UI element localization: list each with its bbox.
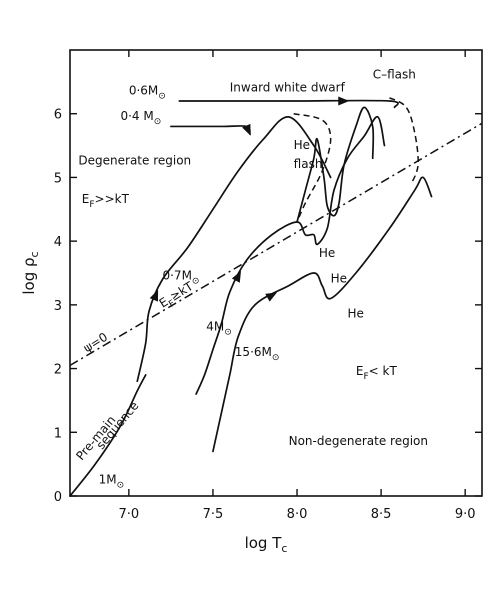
label-4msun: 4M⊙ — [206, 319, 232, 337]
x-tick-label: 9·0 — [455, 507, 476, 522]
y-tick-label: 5 — [54, 171, 62, 186]
track-1msun — [69, 374, 147, 497]
label-15-6msun: 15·6M⊙ — [235, 345, 280, 363]
y-tick-label: 3 — [54, 299, 62, 314]
label-he-flash-1: He — [294, 138, 310, 152]
label-ef-lt-kt: EF< kT — [356, 364, 398, 382]
plot-border — [69, 49, 483, 497]
y-tick-label: 1 — [54, 426, 62, 441]
track-0-4msun — [170, 125, 251, 135]
label-c-flash: C–flash — [373, 68, 416, 82]
x-tick-label: 7·5 — [203, 507, 224, 522]
label-inward-white-dwarf: Inward white dwarf — [230, 80, 346, 94]
evolution-tracks — [69, 96, 483, 497]
y-tick-label: 2 — [54, 363, 62, 378]
label-degenerate-region: Degenerate region — [78, 154, 191, 168]
plot-frame — [69, 49, 483, 497]
x-tick-label: 7·0 — [119, 507, 140, 522]
x-tick-label: 8·0 — [287, 507, 308, 522]
label-psi-0: ψ=0 — [81, 330, 110, 355]
track-0-6msun-arrow — [338, 96, 350, 106]
label-0-4msun: 0·4 M⊙ — [120, 109, 161, 127]
track-15-6msun — [212, 176, 433, 453]
label-0-6msun: 0·6M⊙ — [129, 84, 166, 102]
he-flash-dashed — [293, 112, 332, 223]
track-upper-he — [296, 106, 375, 223]
track-4msun — [195, 116, 386, 395]
label-0-7msun: 0·7M⊙ — [162, 268, 199, 286]
axes: 7·0 7·5 8·0 8·5 9·0 0 1 2 3 4 5 6 log Tc log ρc — [20, 50, 482, 555]
label-he-a: He — [319, 246, 335, 260]
label-1msun: 1M⊙ — [99, 472, 125, 490]
track-0-7msun-arrow — [149, 289, 159, 302]
label-ef-gg-kt: EF>>kT — [82, 192, 130, 210]
label-he-b: He — [331, 272, 347, 286]
track-0-4msun-arrow — [242, 123, 251, 136]
c-flash-dashed — [389, 97, 419, 185]
label-he-flash-2: flash — [294, 157, 323, 171]
y-tick-label: 6 — [54, 108, 62, 123]
x-tick-label: 8·5 — [371, 507, 392, 522]
label-non-degenerate-region: Non-degenerate region — [289, 434, 428, 448]
x-axis-title: log Tc — [245, 534, 288, 555]
track-0-6msun — [178, 99, 399, 109]
label-he-c: He — [347, 307, 363, 321]
y-tick-label: 0 — [54, 490, 62, 505]
track-4msun-arrow — [231, 270, 241, 283]
y-axis-title: log ρc — [20, 251, 41, 294]
y-tick-label: 4 — [54, 235, 62, 250]
track-15-6msun-arrow — [265, 292, 278, 302]
degeneracy-boundary — [69, 122, 483, 367]
